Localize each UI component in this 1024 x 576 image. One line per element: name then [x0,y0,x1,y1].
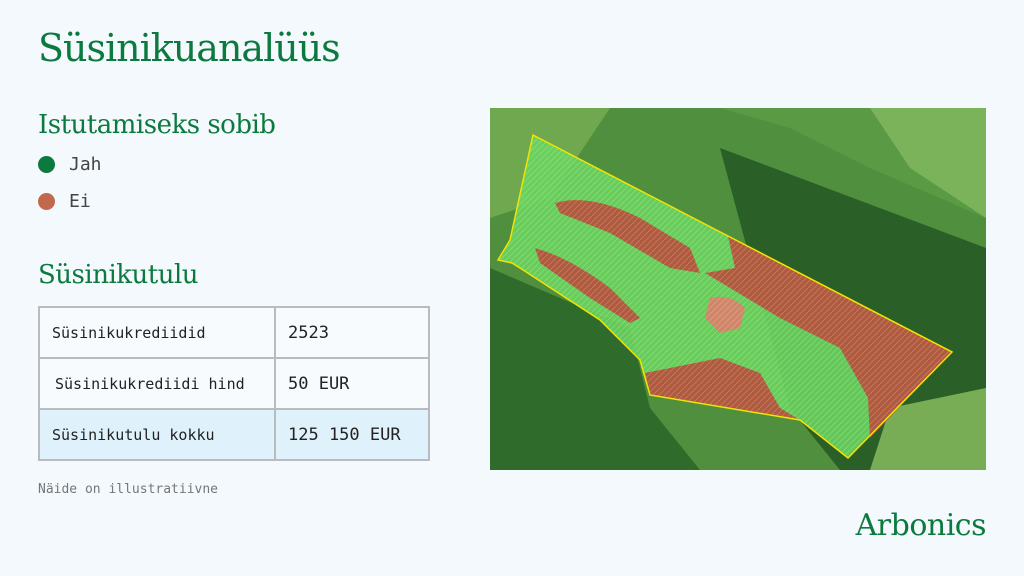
page-title: Süsinikuanalüüs [38,26,341,70]
legend-item-no: Ei [38,191,91,212]
legend-item-yes: Jah [38,154,102,175]
red-dot-icon [38,193,55,210]
income-title: Süsinikutulu [38,260,199,290]
field-area [870,388,986,470]
field-area [870,108,986,218]
legend-label: Jah [69,154,102,175]
parcel-boundary [496,133,954,460]
legend-title: Istutamiseks sobib [38,110,276,140]
row-value: 2523 [274,306,430,359]
row-label: Süsinikutulu kokku [38,408,276,461]
forest-area [490,268,700,470]
green-dot-icon [38,156,55,173]
row-value: 125 150 EUR [274,408,430,461]
row-label: Süsinikukrediidi hind [38,357,276,410]
arbonics-logo: Arbonics [855,508,987,543]
row-value: 50 EUR [274,357,430,410]
table-row-total: Süsinikutulu kokku 125 150 EUR [38,408,430,461]
satellite-map [490,108,986,470]
row-label: Süsinikukrediidid [38,306,276,359]
disclaimer-note: Näide on illustratiivne [38,482,219,497]
income-table: Süsinikukrediidid 2523 Süsinikukrediidi h… [38,306,430,461]
table-row: Süsinikukrediidi hind 50 EUR [38,357,430,410]
legend-label: Ei [69,191,91,212]
table-row: Süsinikukrediidid 2523 [38,306,430,359]
